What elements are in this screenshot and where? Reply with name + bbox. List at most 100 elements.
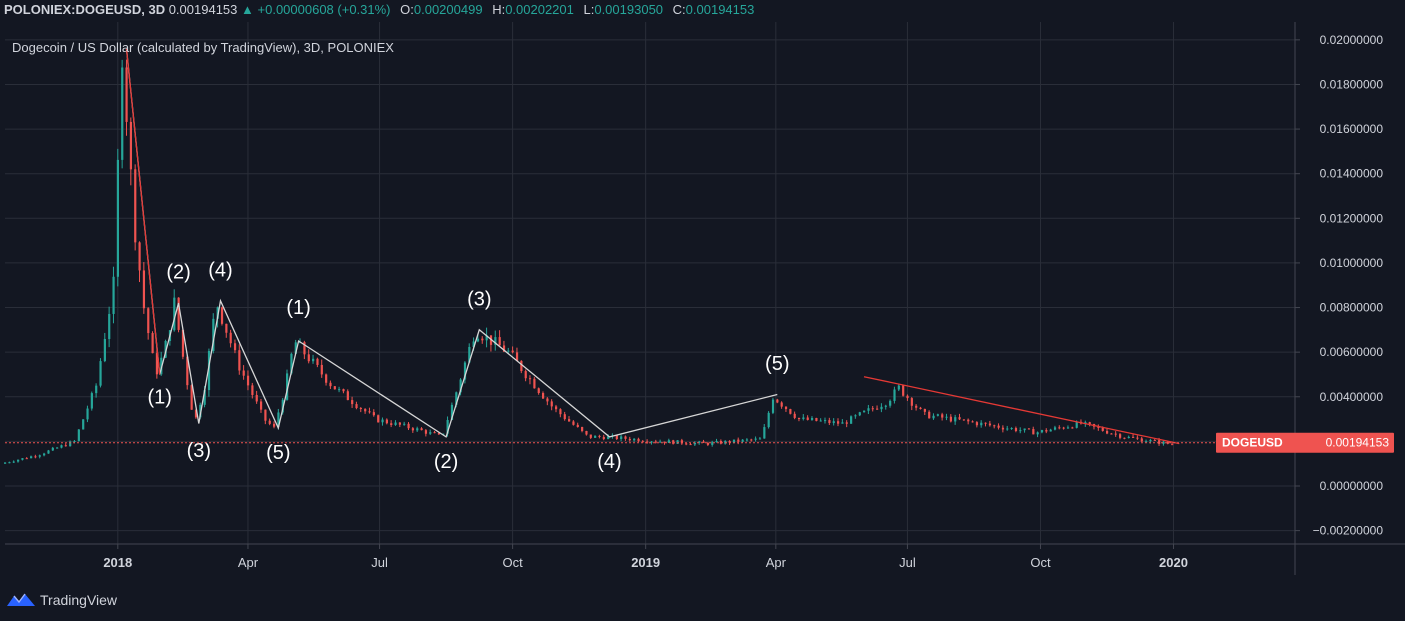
candle-body [663,441,666,443]
candle [559,408,562,418]
candle [997,423,1000,430]
wave-label: (3) [467,288,491,310]
price-scale[interactable]: 0.02000000 0.01800000 0.01600000 0.01400000… [1295,33,1383,538]
time-scale[interactable]: 2018 Apr Jul Oct 2019 Apr Jul Oct 2020 [103,544,1188,570]
candle [494,330,497,351]
candle-body [550,401,553,407]
candle-body [64,445,67,447]
candle-body [685,443,688,445]
candle [108,306,111,348]
candle-body [863,410,866,413]
candle [858,411,861,417]
plot-area[interactable] [5,22,1295,544]
candle-body [624,436,627,439]
candle-body [368,411,371,413]
candle-body [225,323,228,333]
candle-body [116,159,120,277]
candle-body [498,337,501,346]
trend-lines[interactable] [125,48,1180,445]
candle [259,398,263,413]
candle [568,416,571,422]
candle-body [316,358,319,365]
candle-body [528,378,532,380]
candle [272,421,276,429]
candle-body [524,371,527,379]
candle-body [1097,426,1100,428]
candle [116,148,120,287]
candle-body [255,394,258,402]
wave-label: (2) [166,262,190,284]
candle [233,339,237,354]
candle [528,375,532,385]
symbol-label[interactable]: POLONIEX:DOGEUSD, 3D [4,2,166,17]
candle-body [264,409,267,421]
candle-body [897,385,900,390]
candle [121,59,124,169]
candle [1127,435,1130,439]
candle-body [290,353,293,374]
candle [863,410,866,413]
candle-body [51,447,54,451]
candle [17,459,20,463]
candle [975,421,979,428]
candle-body [502,345,506,352]
candle-body [789,409,792,414]
candle-body [910,398,913,406]
candle [151,331,154,354]
wave-line[interactable] [125,48,778,438]
candle [1123,437,1126,440]
candle [112,266,115,324]
candle [30,455,33,459]
candle-body [802,417,805,420]
candle [342,388,345,394]
candle [754,436,757,442]
candle [194,409,198,419]
open-value: 0.00200499 [413,2,483,17]
candle-body [1006,428,1009,430]
candle-body [763,427,766,439]
candle [316,357,319,368]
candle-body [932,415,935,419]
candle [1110,432,1113,435]
close-value: 0.00194153 [685,2,755,17]
candle-body [342,389,345,392]
candle-body [472,341,475,347]
candle-body [394,422,397,425]
candle-body [1119,434,1122,438]
candle [949,414,953,423]
candle [164,339,167,359]
candle [1010,427,1013,430]
wave-label: (1) [148,386,172,408]
candle [394,420,397,426]
candle-body [1127,436,1130,439]
candle-body [1132,436,1135,438]
candle [433,430,436,434]
candle [333,386,336,390]
candle-body [719,440,723,444]
candle [667,438,671,444]
candle [411,427,415,433]
price-chart[interactable]: (2) (4) (1) (3) (5) (1) (2) (3) (4) (5) 0.0200000… [0,0,1405,585]
candle [325,373,328,386]
candle [1136,435,1139,440]
candle [1032,426,1035,435]
candle [572,420,575,426]
candle-body [69,441,72,447]
candle-body [841,422,844,424]
candle-body [906,395,909,399]
tradingview-logo-icon[interactable] [6,591,36,609]
candle-body [385,419,388,424]
wave-line[interactable] [125,48,161,375]
candle-body [845,422,848,424]
candle-body [220,307,224,324]
candle [77,429,80,442]
wave-line[interactable] [863,376,1180,445]
brand-name[interactable]: TradingView [40,592,118,608]
candle-body [975,422,979,426]
candle [429,429,432,436]
candle-body [411,428,415,431]
candle [576,422,579,428]
candle-body [99,361,102,386]
candle [706,442,710,447]
candle [828,417,831,426]
